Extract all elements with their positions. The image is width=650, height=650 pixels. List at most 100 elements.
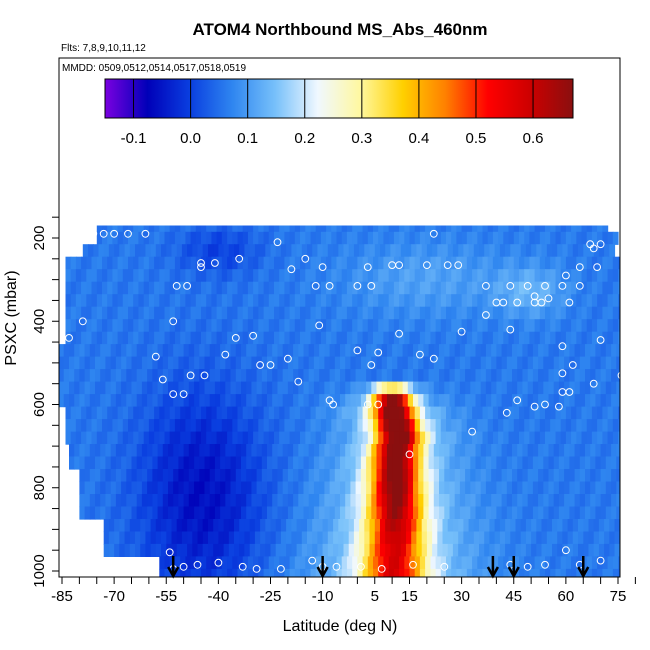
- heatmap-cell: [461, 431, 468, 445]
- heatmap-cell: [477, 556, 484, 570]
- heatmap-cell: [178, 494, 185, 508]
- heatmap-cell: [456, 231, 463, 245]
- heatmap-cell: [548, 506, 555, 520]
- heatmap-cell: [439, 456, 445, 470]
- heatmap-cell: [317, 531, 324, 545]
- heatmap-cell: [246, 381, 252, 395]
- heatmap-cell: [284, 306, 291, 320]
- heatmap-cell: [371, 369, 378, 383]
- heatmap-cell: [164, 256, 171, 270]
- heatmap-cell: [616, 394, 620, 408]
- heatmap-cell: [579, 506, 586, 520]
- heatmap-cell: [426, 531, 433, 545]
- heatmap-cell: [498, 331, 504, 345]
- heatmap-cell: [161, 543, 167, 557]
- heatmap-cell: [607, 256, 614, 270]
- heatmap-cell: [565, 306, 572, 320]
- heatmap-cell: [560, 281, 567, 295]
- heatmap-cell: [206, 331, 212, 345]
- heatmap-cell: [256, 394, 263, 408]
- sample-point: [530, 402, 539, 411]
- heatmap-cell: [69, 381, 75, 395]
- heatmap-cell: [230, 506, 237, 520]
- heatmap-cell: [515, 543, 522, 557]
- heatmap-cell: [251, 481, 258, 495]
- heatmap-cell: [364, 543, 371, 557]
- heatmap-cell: [261, 456, 268, 470]
- heatmap-cell: [237, 419, 244, 433]
- heatmap-cell: [378, 406, 384, 420]
- heatmap-cell: [272, 444, 278, 458]
- heatmap-cell: [572, 531, 579, 545]
- heatmap-cell: [169, 319, 176, 333]
- heatmap-cell: [152, 394, 159, 408]
- heatmap-cell: [75, 269, 82, 283]
- heatmap-cell: [324, 381, 331, 395]
- heatmap-cell: [289, 406, 296, 420]
- heatmap-cell: [397, 456, 404, 470]
- heatmap-cell: [390, 531, 397, 545]
- heatmap-cell: [313, 494, 320, 508]
- heatmap-cell: [105, 356, 112, 370]
- heatmap-cell: [618, 256, 620, 270]
- heatmap-cell: [388, 431, 395, 445]
- heatmap-cell: [585, 369, 591, 383]
- heatmap-cell: [543, 456, 550, 470]
- heatmap-cell: [126, 494, 133, 508]
- heatmap-cell: [201, 319, 207, 333]
- heatmap-cell: [220, 369, 226, 383]
- heatmap-cell: [454, 356, 461, 370]
- heatmap-cell: [437, 519, 444, 533]
- heatmap-cell: [571, 294, 577, 308]
- heatmap-cell: [428, 381, 435, 395]
- heatmap-cell: [628, 269, 634, 282]
- heatmap-cell: [340, 356, 346, 370]
- heatmap-cell: [553, 381, 560, 395]
- heatmap-cell: [223, 244, 230, 258]
- heatmap-cell: [300, 294, 306, 308]
- heatmap-cell: [552, 543, 558, 557]
- heatmap-cell: [487, 319, 494, 333]
- heatmap-cell: [574, 456, 581, 470]
- heatmap-cell: [472, 225, 478, 233]
- heatmap-cell: [529, 331, 536, 345]
- heatmap-cell: [409, 431, 416, 445]
- sample-point: [625, 563, 632, 570]
- heatmap-cell: [268, 225, 275, 233]
- heatmap-cell: [477, 306, 484, 320]
- heatmap-cell: [263, 568, 270, 577]
- heatmap-cell: [103, 531, 110, 545]
- heatmap-cell: [360, 469, 367, 483]
- heatmap-cell: [136, 356, 143, 370]
- heatmap-cell: [560, 406, 567, 420]
- heatmap-cell: [397, 369, 404, 383]
- heatmap-cell: [114, 244, 120, 258]
- heatmap-cell: [619, 519, 620, 533]
- heatmap-cell: [291, 543, 298, 557]
- heatmap-cell: [162, 494, 169, 508]
- heatmap-cell: [133, 306, 139, 320]
- heatmap-cell: [112, 231, 119, 245]
- heatmap-cell: [612, 306, 619, 320]
- heatmap-cell: [138, 269, 145, 283]
- heatmap-cell: [310, 319, 317, 333]
- heatmap-cell: [253, 556, 259, 570]
- heatmap-cell: [520, 531, 527, 545]
- heatmap-cell: [251, 356, 258, 370]
- heatmap-cell: [331, 281, 338, 295]
- heatmap-cell: [392, 369, 398, 383]
- heatmap-cell: [357, 225, 364, 233]
- heatmap-cell: [105, 506, 112, 520]
- heatmap-cell: [237, 256, 244, 270]
- heatmap-cell: [512, 506, 518, 520]
- heatmap-cell: [491, 456, 497, 470]
- sample-point: [329, 400, 338, 409]
- heatmap-cell: [214, 494, 221, 508]
- heatmap-cell: [143, 225, 150, 233]
- heatmap-cell: [197, 543, 204, 557]
- heatmap-cell: [86, 294, 93, 308]
- heatmap-cell: [413, 481, 419, 495]
- heatmap-cell: [122, 419, 129, 433]
- heatmap-cell: [392, 469, 398, 483]
- heatmap-cell: [639, 569, 645, 582]
